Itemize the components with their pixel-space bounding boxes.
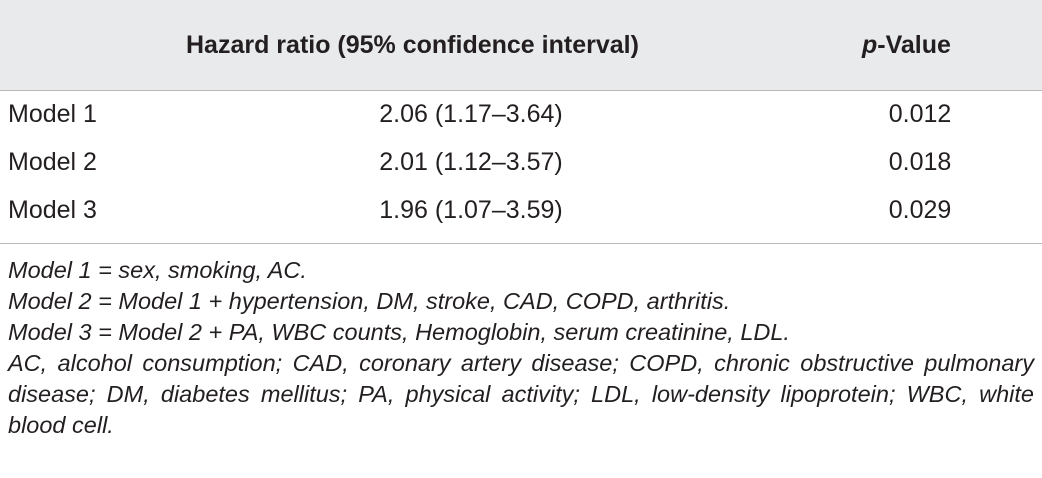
hazard-ratio-value: 1.96 (1.07–3.59): [379, 196, 563, 224]
footnote: Model 2 = Model 1 + hypertension, DM, st…: [8, 288, 731, 314]
p-value: 0.018: [888, 148, 952, 176]
table-row: Model 1 2.06 (1.17–3.64) 0.012: [0, 90, 1042, 138]
table-row: Model 3 1.96 (1.07–3.59) 0.029: [0, 186, 1042, 234]
header-hazard-ratio: Hazard ratio (95% confidence interval): [186, 31, 639, 59]
table-header: Hazard ratio (95% confidence interval) p…: [0, 0, 1042, 91]
table-footnotes: Model 1 = sex, smoking, AC. Model 2 = Mo…: [8, 255, 1034, 441]
table-footer-divider: [0, 243, 1042, 244]
header-p-value-italic: p: [862, 31, 878, 59]
model-label: Model 2: [8, 148, 97, 176]
p-value: 0.012: [888, 100, 952, 128]
hazard-ratio-value: 2.01 (1.12–3.57): [379, 148, 563, 176]
header-p-value-rest: -Value: [877, 31, 951, 59]
hazard-ratio-value: 2.06 (1.17–3.64): [379, 100, 563, 128]
model-label: Model 1: [8, 100, 97, 128]
p-value: 0.029: [888, 196, 952, 224]
footnote: Model 3 = Model 2 + PA, WBC counts, Hemo…: [8, 319, 790, 345]
footnote: Model 1 = sex, smoking, AC.: [8, 257, 307, 283]
footnote-abbreviations: AC, alcohol consumption; CAD, coronary a…: [8, 350, 1034, 438]
table-row: Model 2 2.01 (1.12–3.57) 0.018: [0, 138, 1042, 186]
model-label: Model 3: [8, 196, 97, 224]
header-p-value: p-Value: [862, 0, 951, 90]
